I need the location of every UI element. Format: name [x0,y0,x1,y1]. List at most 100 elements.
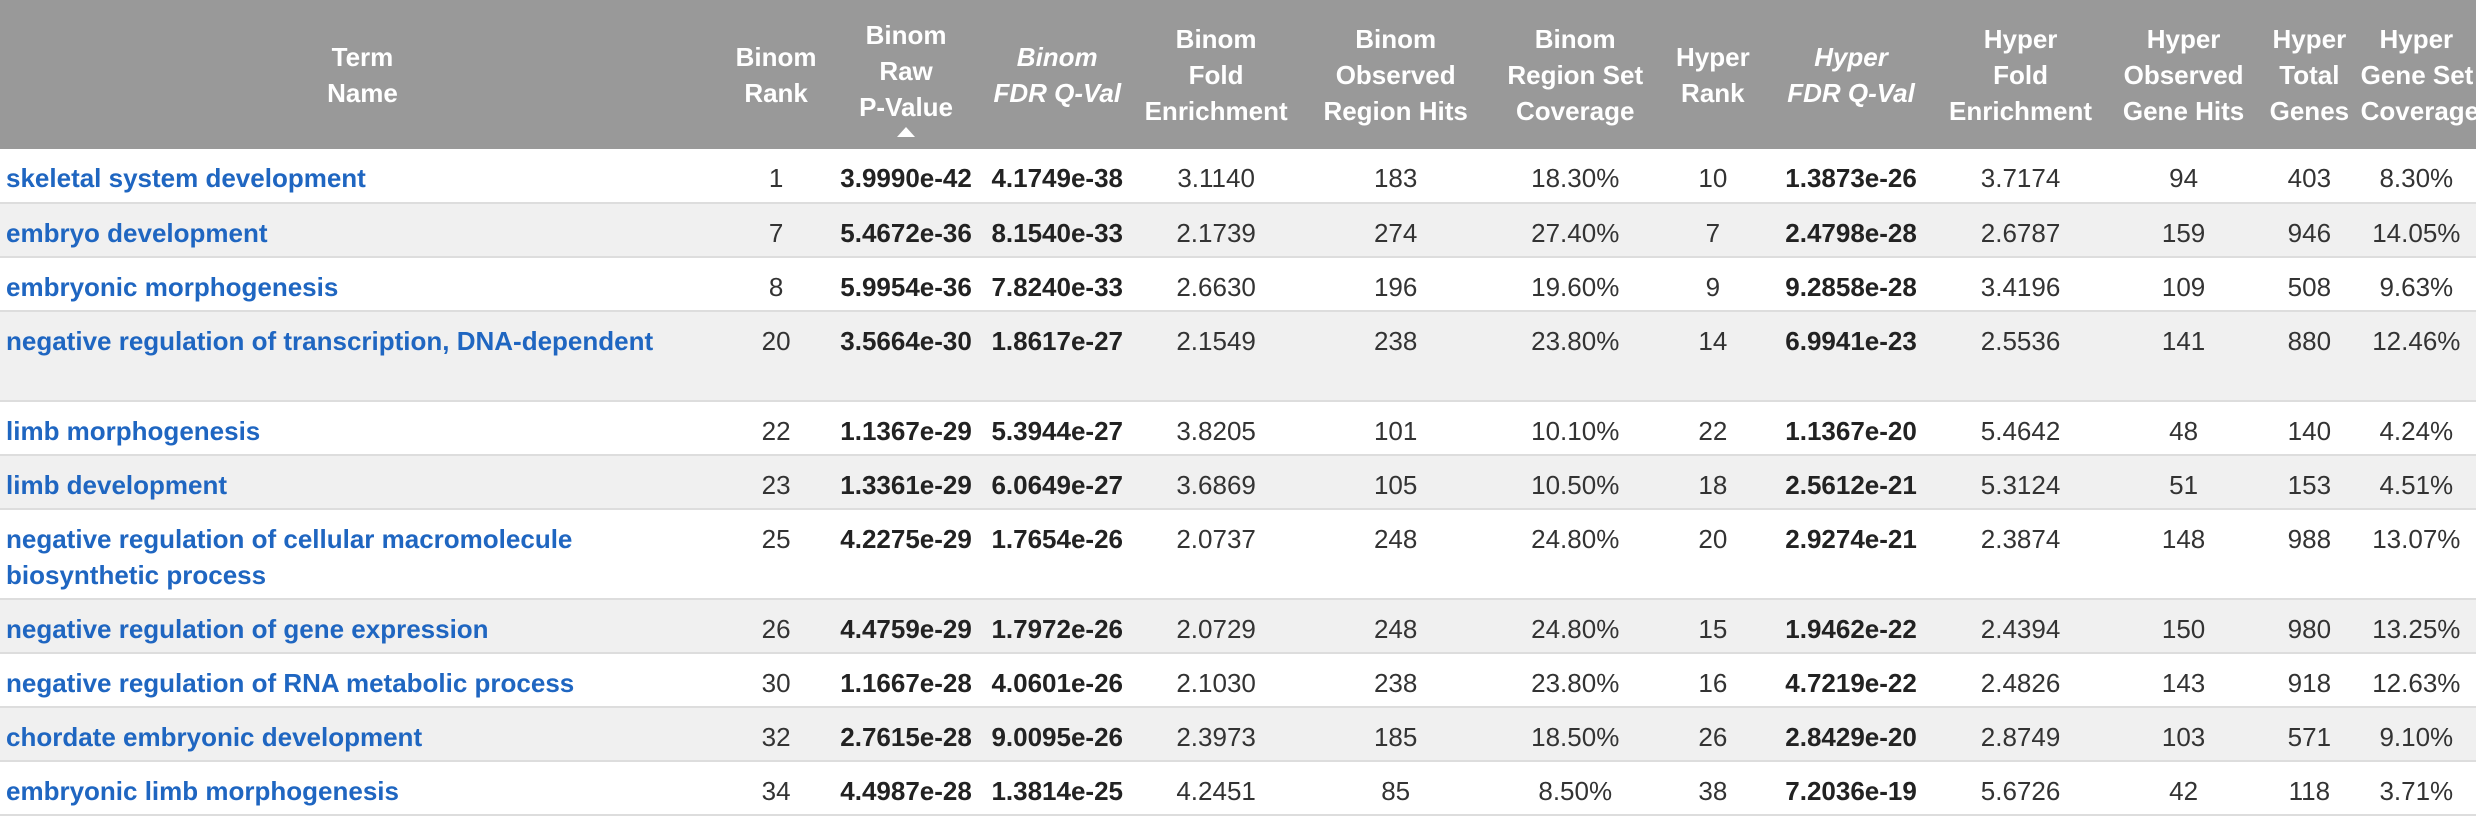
header-label-line: Hyper [1675,41,1750,72]
hyper-observed-gene-hits-cell: 109 [2105,257,2263,312]
binom-fold-enrichment-cell: 2.0729 [1131,599,1301,654]
table-row: embryonic limb morphogenesis 34 4.4987e-28… [0,761,2476,816]
header-label-line: Gene Set [2360,59,2474,90]
term-link[interactable]: negative regulation of gene expression [6,614,489,644]
header-hyper-gene-set-coverage[interactable]: Hyper Gene Set Coverage [2357,0,2476,149]
table-row: chordate embryonic development 32 2.7615e-… [0,707,2476,762]
term-link[interactable]: embryonic morphogenesis [6,272,339,302]
header-label-line: Hyper [2146,23,2221,54]
binom-observed-region-hits-cell: 248 [1300,509,1491,600]
hyper-observed-gene-hits-cell: 51 [2105,455,2263,510]
binom-region-set-coverage-cell: 10.50% [1490,455,1660,510]
binom-raw-pvalue-cell: 1.1367e-29 [829,401,983,456]
hyper-fold-enrichment-cell: 2.3874 [1936,509,2106,600]
hyper-rank-cell: 14 [1659,311,1766,402]
header-label-line: Hyper [1814,41,1888,72]
hyper-fold-enrichment-cell: 5.6726 [1936,761,2106,816]
header-label-line: Binom [1534,23,1616,54]
binom-raw-pvalue-cell: 3.5664e-30 [829,311,983,402]
hyper-fold-enrichment-cell: 2.6787 [1936,203,2106,258]
hyper-gene-set-coverage-cell: 9.10% [2356,707,2476,762]
table-row: negative regulation of cellular macromol… [0,509,2476,600]
term-name-cell: negative regulation of gene expression [0,599,723,654]
header-label-line: Coverage [1515,95,1635,126]
term-link[interactable]: embryo development [6,218,268,248]
term-link[interactable]: limb development [6,470,228,500]
term-name-cell: limb morphogenesis [0,401,723,456]
binom-fold-enrichment-cell: 3.1140 [1131,149,1301,204]
header-hyper-total-genes[interactable]: Hyper Total Genes [2262,0,2357,149]
hyper-gene-set-coverage-cell: 4.24% [2356,401,2476,456]
hyper-observed-gene-hits-cell: 148 [2105,509,2263,600]
hyper-total-genes-cell: 988 [2262,509,2357,600]
hyper-fold-enrichment-cell: 5.4642 [1936,401,2106,456]
hyper-observed-gene-hits-cell: 48 [2105,401,2263,456]
term-name-cell: embryonic limb morphogenesis [0,761,723,816]
term-link[interactable]: limb morphogenesis [6,416,261,446]
table-row: negative regulation of gene expression 26… [0,599,2476,654]
hyper-fold-enrichment-cell: 2.4394 [1936,599,2106,654]
header-label-line: Hyper [2379,23,2454,54]
term-link[interactable]: negative regulation of transcription, DN… [6,326,654,356]
binom-raw-pvalue-cell: 2.7615e-28 [829,707,983,762]
header-label-line: FDR Q-Val [993,77,1122,108]
header-binom-rank[interactable]: Binom Rank [723,0,829,149]
binom-raw-pvalue-cell: 4.4987e-28 [829,761,983,816]
binom-fold-enrichment-cell: 2.3973 [1131,707,1301,762]
header-label-line: Hyper [1983,23,2058,54]
binom-raw-pvalue-cell: 5.4672e-36 [829,203,983,258]
hyper-fdr-qval-cell: 2.8429e-20 [1766,707,1937,762]
hyper-rank-cell: 15 [1659,599,1766,654]
header-binom-fold-enrichment[interactable]: Binom Fold Enrichment [1132,0,1301,149]
hyper-fdr-qval-cell: 1.9462e-22 [1766,599,1937,654]
table-header: Term Name Binom Rank Binom Raw P-Value Binom… [0,0,2476,149]
header-hyper-observed-gene-hits[interactable]: Hyper Observed Gene Hits [2105,0,2262,149]
binom-region-set-coverage-cell: 24.80% [1490,599,1660,654]
header-hyper-fdr-qval[interactable]: Hyper FDR Q-Val [1766,0,1936,149]
hyper-total-genes-cell: 118 [2262,761,2357,816]
hyper-fdr-qval-cell: 1.3873e-26 [1766,149,1937,204]
table-body: skeletal system development 1 3.9990e-42 4.… [0,149,2476,816]
term-link[interactable]: negative regulation of cellular macromol… [6,524,573,590]
header-binom-observed-region-hits[interactable]: Binom Observed Region Hits [1301,0,1491,149]
term-name-cell: embryonic morphogenesis [0,257,723,312]
binom-rank-cell: 8 [722,257,830,312]
hyper-observed-gene-hits-cell: 150 [2105,599,2263,654]
header-hyper-fold-enrichment[interactable]: Hyper Fold Enrichment [1936,0,2105,149]
term-link[interactable]: skeletal system development [6,163,366,193]
header-binom-fdr-qval[interactable]: Binom FDR Q-Val [983,0,1132,149]
header-binom-region-set-coverage[interactable]: Binom Region Set Coverage [1491,0,1660,149]
binom-rank-cell: 26 [722,599,830,654]
binom-observed-region-hits-cell: 105 [1300,455,1491,510]
hyper-observed-gene-hits-cell: 143 [2105,653,2263,708]
header-term-name[interactable]: Term Name [0,0,723,149]
table-row: embryonic morphogenesis 8 5.9954e-36 7.8240… [0,257,2476,312]
term-link[interactable]: negative regulation of RNA metabolic pro… [6,668,575,698]
hyper-gene-set-coverage-cell: 13.07% [2356,509,2476,600]
hyper-fold-enrichment-cell: 5.3124 [1936,455,2106,510]
hyper-rank-cell: 16 [1659,653,1766,708]
table-row: skeletal system development 1 3.9990e-42 4.… [0,149,2476,204]
header-binom-raw-pvalue[interactable]: Binom Raw P-Value [829,0,983,149]
hyper-total-genes-cell: 880 [2262,311,2357,402]
table-row: negative regulation of RNA metabolic pro… [0,653,2476,708]
binom-observed-region-hits-cell: 238 [1300,311,1491,402]
binom-rank-cell: 32 [722,707,830,762]
hyper-rank-cell: 9 [1659,257,1766,312]
binom-observed-region-hits-cell: 238 [1300,653,1491,708]
hyper-total-genes-cell: 980 [2262,599,2357,654]
term-link[interactable]: chordate embryonic development [6,722,423,752]
binom-rank-cell: 22 [722,401,830,456]
term-name-cell: negative regulation of cellular macromol… [0,509,723,600]
binom-fold-enrichment-cell: 4.2451 [1131,761,1301,816]
hyper-rank-cell: 22 [1659,401,1766,456]
header-label-line: Term [331,41,394,72]
hyper-gene-set-coverage-cell: 12.63% [2356,653,2476,708]
header-label-line: Region Set [1507,59,1644,90]
header-hyper-rank[interactable]: Hyper Rank [1660,0,1766,149]
header-label-line: Observed [1335,59,1456,90]
term-link[interactable]: embryonic limb morphogenesis [6,776,399,806]
hyper-fdr-qval-cell: 4.7219e-22 [1766,653,1937,708]
binom-rank-cell: 23 [722,455,830,510]
binom-observed-region-hits-cell: 185 [1300,707,1491,762]
